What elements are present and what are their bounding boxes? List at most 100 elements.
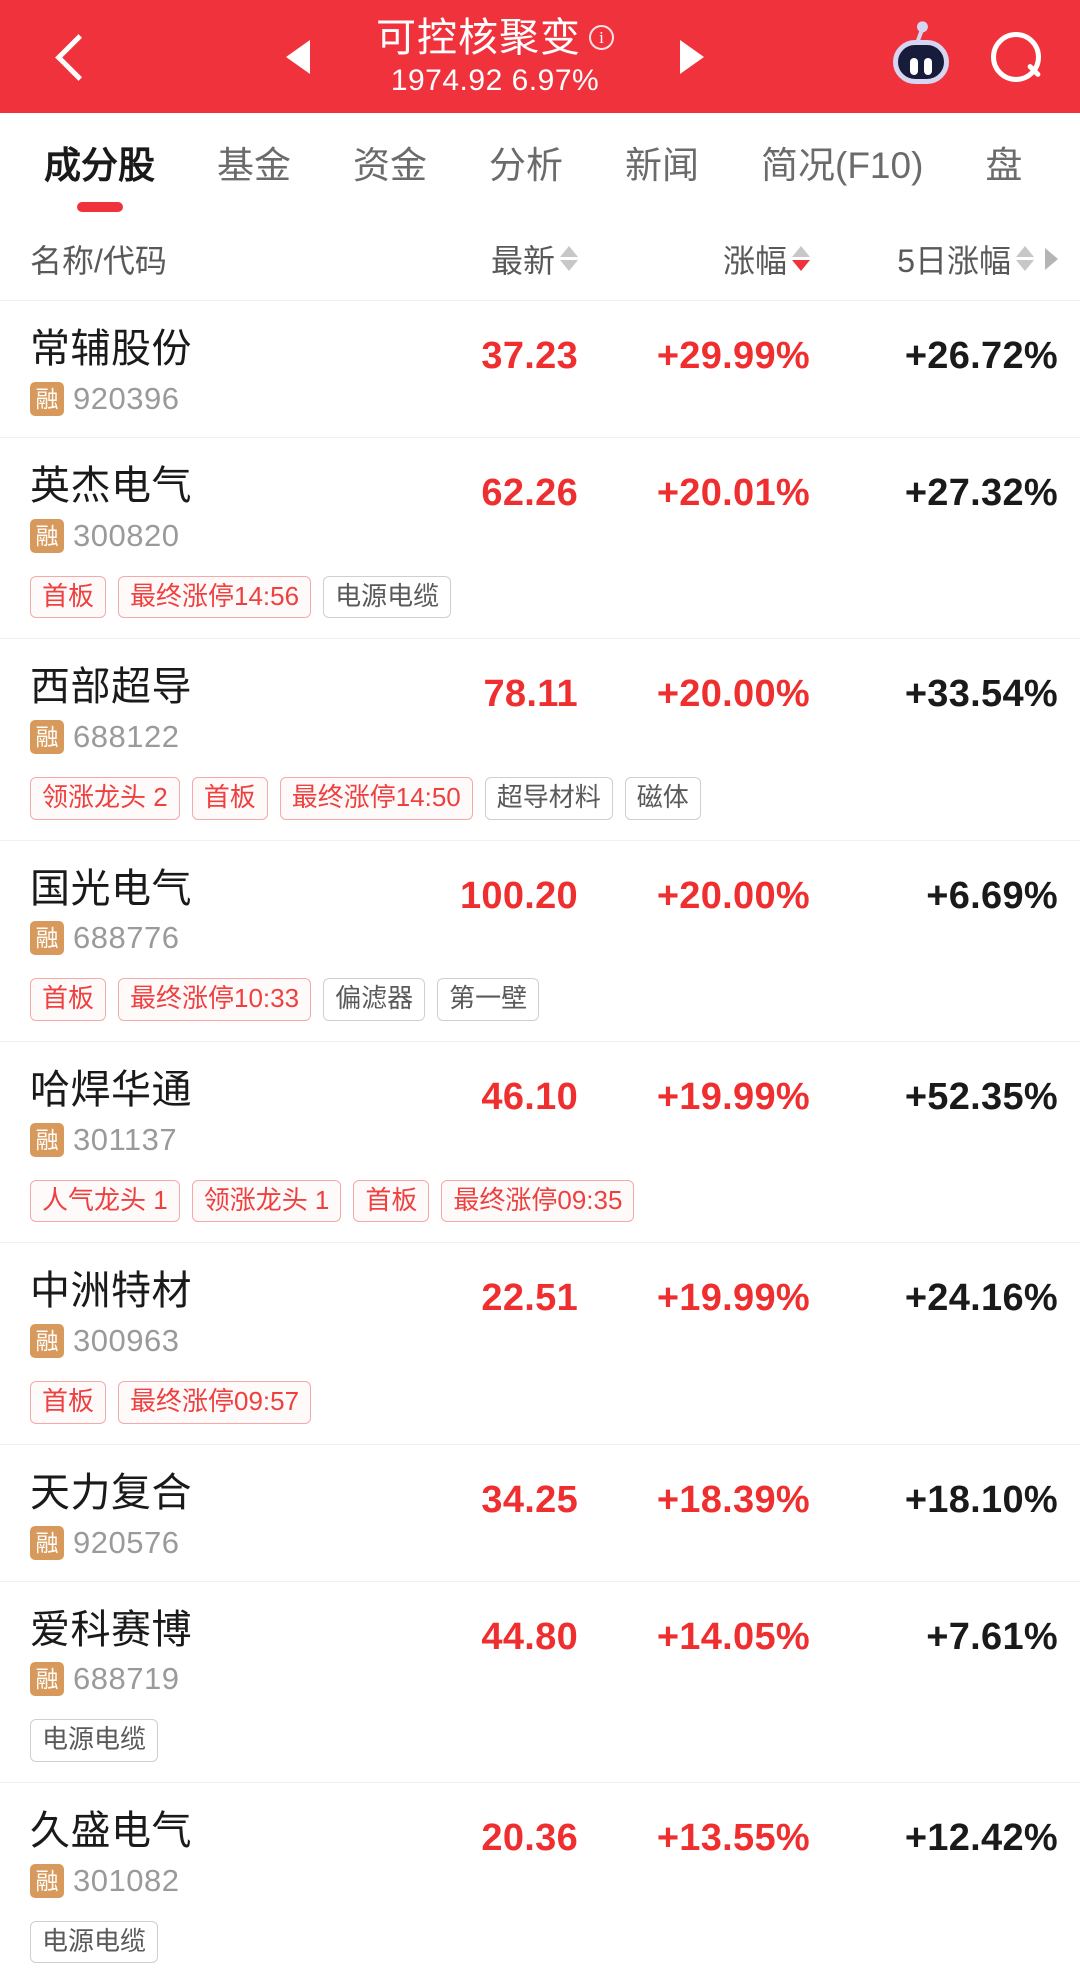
- stock-tag[interactable]: 超导材料: [484, 776, 613, 820]
- tab-xinwen[interactable]: 新闻: [625, 145, 699, 186]
- stock-code: 301137: [73, 1121, 178, 1157]
- stock-tag[interactable]: 首板: [30, 978, 107, 1021]
- next-index-icon[interactable]: [680, 39, 704, 74]
- more-columns-icon[interactable]: [1045, 247, 1058, 270]
- table-row[interactable]: 哈焊华通融 301137 46.10 +19.99% +52.35% 人气龙头 1 领涨龙头…: [0, 1042, 1080, 1244]
- stock-tag[interactable]: 第一壁: [437, 978, 540, 1021]
- stock-code-line: 融 688719: [30, 1661, 330, 1697]
- stock-info: 爱科赛博融 688719: [30, 1608, 330, 1698]
- stock-tag[interactable]: 偏滤器: [323, 978, 426, 1021]
- stock-name: 英杰电气: [30, 463, 192, 508]
- tab-zijin[interactable]: 资金: [353, 145, 427, 186]
- stock-tag[interactable]: 电源电缆: [323, 575, 452, 619]
- robot-assistant-icon[interactable]: [890, 27, 952, 86]
- index-change: 6.97%: [511, 63, 600, 97]
- sort-arrows-change-5d[interactable]: [1016, 246, 1034, 271]
- table-row[interactable]: 天力复合融 920576 34.25 +18.39% +18.10%: [0, 1445, 1080, 1582]
- tab-pan[interactable]: 盘: [985, 145, 1023, 186]
- sort-arrows-change[interactable]: [792, 246, 810, 271]
- row-main: 天力复合融 920576 34.25 +18.39% +18.10%: [30, 1471, 1058, 1561]
- stock-code: 688122: [73, 718, 180, 754]
- stock-tag[interactable]: 最终涨停09:57: [118, 1381, 312, 1424]
- stock-latest-price: 22.51: [481, 1277, 578, 1320]
- back-icon[interactable]: [46, 30, 100, 84]
- stock-tag[interactable]: 电源电缆: [30, 1920, 159, 1964]
- stock-tag[interactable]: 领涨龙头 2: [30, 776, 180, 820]
- table-row[interactable]: 英杰电气融 300820 62.26 +20.01% +27.32% 首板 最终涨停14:5…: [0, 438, 1080, 640]
- stock-name: 中洲特材: [30, 1269, 192, 1314]
- sort-ascending-icon: [1016, 246, 1034, 257]
- info-icon[interactable]: i: [589, 25, 614, 50]
- row-tags: 首板 最终涨停10:33 偏滤器 第一壁: [30, 978, 1058, 1021]
- stock-change-5d-percent: +6.69%: [926, 874, 1058, 917]
- column-name-code[interactable]: 名称/代码: [30, 242, 167, 279]
- column-change-5d[interactable]: 5日涨幅: [810, 236, 1058, 282]
- row-tags: 电源电缆: [30, 1920, 1058, 1964]
- stock-tag[interactable]: 领涨龙头 1: [191, 1179, 342, 1223]
- margin-trading-badge: 融: [30, 1863, 64, 1898]
- sort-ascending-icon: [792, 246, 810, 257]
- app-header: 可控核聚变 i 1974.92 6.97%: [0, 0, 1080, 113]
- stock-change-percent: +29.99%: [656, 335, 810, 377]
- row-main: 久盛电气融 301082 20.36 +13.55% +12.42%: [30, 1809, 1058, 1899]
- stock-name: 国光电气: [30, 866, 192, 911]
- stock-tag[interactable]: 最终涨停10:33: [118, 978, 312, 1021]
- stock-tag[interactable]: 人气龙头 1: [30, 1179, 180, 1223]
- index-title-line: 可控核聚变 i: [350, 16, 640, 60]
- stock-change-percent: +19.99%: [656, 1277, 810, 1320]
- search-icon[interactable]: [986, 28, 1044, 86]
- stock-tag[interactable]: 最终涨停09:35: [441, 1179, 635, 1223]
- stock-tag[interactable]: 首板: [30, 575, 107, 619]
- table-row[interactable]: 常辅股份融 920396 37.23 +29.99% +26.72%: [0, 301, 1080, 438]
- column-change[interactable]: 涨幅: [578, 236, 810, 282]
- table-column-header: 名称/代码 最新 涨幅 5日涨幅: [0, 217, 1080, 301]
- stock-tag[interactable]: 电源电缆: [30, 1719, 159, 1762]
- stock-tag[interactable]: 首板: [30, 1381, 107, 1424]
- stock-tag[interactable]: 最终涨停14:56: [118, 575, 312, 619]
- stock-change-percent: +14.05%: [656, 1615, 810, 1658]
- tab-fenxi[interactable]: 分析: [489, 145, 563, 186]
- stock-change-percent: +19.99%: [656, 1075, 810, 1118]
- stock-info: 中洲特材融 300963: [30, 1269, 330, 1359]
- stock-latest-price: 62.26: [481, 471, 578, 514]
- row-main: 常辅股份融 920396 37.23 +29.99% +26.72%: [30, 327, 1058, 417]
- stock-info: 常辅股份融 920396: [30, 327, 330, 417]
- stock-code-line: 融 920396: [30, 381, 330, 417]
- row-main: 爱科赛博融 688719 44.80 +14.05% +7.61%: [30, 1608, 1058, 1698]
- stock-tag[interactable]: 首板: [191, 776, 268, 820]
- index-title-block[interactable]: 可控核聚变 i 1974.92 6.97%: [350, 16, 640, 98]
- table-row[interactable]: 中洲特材融 300963 22.51 +19.99% +24.16% 首板 最终涨停09:5…: [0, 1243, 1080, 1445]
- column-latest-label: 最新: [490, 242, 555, 279]
- sort-arrows-latest[interactable]: [560, 246, 578, 271]
- stock-code-line: 融 301137: [30, 1122, 330, 1158]
- tab-chengfengu[interactable]: 成分股: [44, 135, 155, 195]
- stock-tag[interactable]: 首板: [353, 1179, 430, 1223]
- table-row[interactable]: 久盛电气融 301082 20.36 +13.55% +12.42% 电源电缆: [0, 1783, 1080, 1975]
- robot-eye-left: [910, 57, 918, 75]
- row-tags: 人气龙头 1 领涨龙头 1 首板 最终涨停09:35: [30, 1179, 1058, 1223]
- table-row[interactable]: 国光电气融 688776 100.20 +20.00% +6.69% 首板 最终涨停10:3…: [0, 841, 1080, 1042]
- table-row[interactable]: 爱科赛博融 688719 44.80 +14.05% +7.61% 电源电缆: [0, 1582, 1080, 1783]
- index-value: 1974.92: [390, 63, 503, 97]
- tab-jiankuang-f10[interactable]: 简况(F10): [761, 145, 924, 186]
- margin-trading-badge: 融: [30, 1662, 64, 1697]
- column-latest[interactable]: 最新: [330, 236, 578, 282]
- table-row[interactable]: 西部超导融 688122 78.11 +20.00% +33.54% 领涨龙头 2 首板 最终…: [0, 639, 1080, 841]
- stock-list: 常辅股份融 920396 37.23 +29.99% +26.72% 英杰电气融 30082…: [0, 301, 1080, 1975]
- stock-latest-price: 78.11: [483, 673, 578, 716]
- stock-tag[interactable]: 磁体: [624, 776, 701, 820]
- stock-name: 天力复合: [30, 1470, 192, 1515]
- stock-change-percent: +20.00%: [656, 673, 810, 716]
- previous-index-icon[interactable]: [286, 39, 310, 74]
- stock-latest-price: 44.80: [481, 1615, 578, 1658]
- stock-code: 688719: [73, 1661, 180, 1697]
- row-main: 中洲特材融 300963 22.51 +19.99% +24.16%: [30, 1269, 1058, 1359]
- stock-code-line: 融 300963: [30, 1323, 330, 1359]
- stock-latest-price: 100.20: [459, 874, 578, 917]
- stock-code-line: 融 301082: [30, 1863, 330, 1899]
- stock-tag[interactable]: 最终涨停14:50: [279, 776, 473, 820]
- sort-descending-icon: [560, 260, 578, 271]
- tab-jijin[interactable]: 基金: [217, 145, 291, 186]
- stock-change-percent: +20.00%: [656, 874, 810, 917]
- stock-info: 久盛电气融 301082: [30, 1809, 330, 1899]
